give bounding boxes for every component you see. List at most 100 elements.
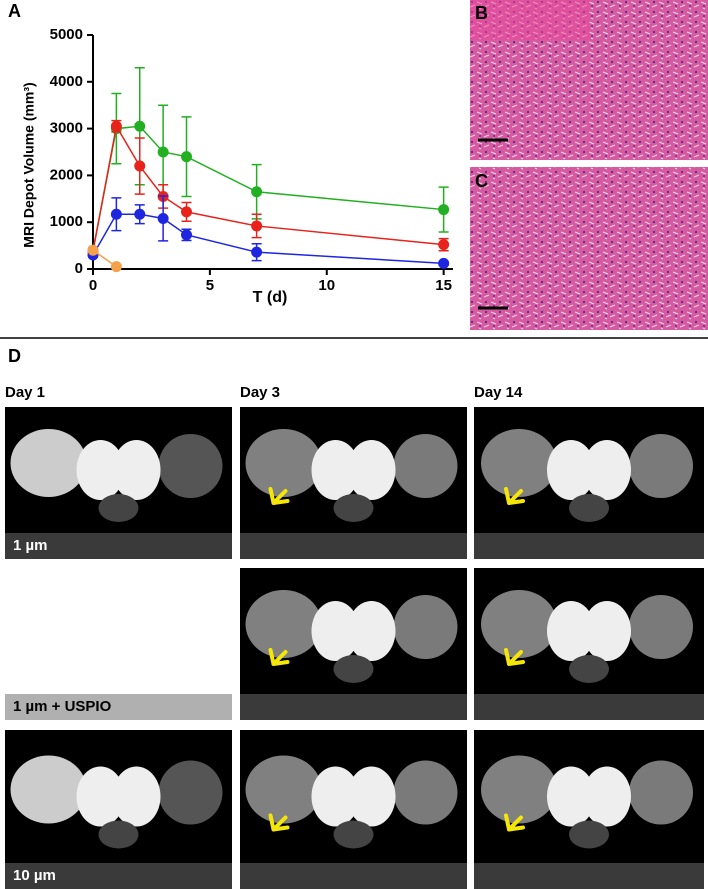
mri-body bbox=[76, 440, 125, 500]
mri-leg bbox=[629, 434, 693, 498]
mri-leg bbox=[245, 429, 322, 497]
yellow-arrow bbox=[504, 487, 525, 505]
label-bar bbox=[474, 694, 704, 720]
y-tick-label: 2000 bbox=[50, 166, 83, 183]
mri-body bbox=[347, 766, 396, 827]
yellow-arrow bbox=[268, 648, 290, 666]
y-tick-label: 0 bbox=[75, 260, 83, 277]
column-header: Day 3 bbox=[240, 384, 280, 401]
y-tick-label: 3000 bbox=[50, 120, 83, 137]
mri-leg bbox=[481, 429, 557, 497]
data-point bbox=[157, 146, 169, 158]
mri-leg bbox=[393, 760, 458, 825]
panel-label: C bbox=[475, 171, 488, 191]
label-bar bbox=[474, 533, 704, 559]
data-point bbox=[438, 257, 450, 269]
mri-spine bbox=[333, 655, 374, 683]
mri-body bbox=[583, 440, 631, 500]
mri-body bbox=[311, 601, 360, 661]
mri-spine bbox=[333, 494, 374, 522]
mri-leg bbox=[245, 755, 322, 824]
column-header: Day 14 bbox=[474, 384, 523, 401]
x-tick-label: 5 bbox=[206, 277, 214, 294]
mri-body bbox=[583, 766, 631, 827]
data-point bbox=[110, 120, 122, 132]
mri-leg bbox=[393, 434, 458, 498]
label-bar bbox=[240, 533, 467, 559]
mri-body bbox=[547, 440, 595, 500]
label-bar bbox=[5, 694, 232, 720]
mri-body bbox=[311, 440, 360, 500]
mri-body bbox=[583, 601, 631, 661]
mri-leg bbox=[245, 590, 322, 658]
panel-label: B bbox=[475, 3, 488, 23]
x-axis-label: T (d) bbox=[253, 289, 288, 306]
mri-leg bbox=[629, 595, 693, 659]
mri-body bbox=[112, 440, 161, 500]
row-label: 10 µm bbox=[13, 867, 56, 884]
mri-spine bbox=[569, 820, 609, 849]
yellow-arrow bbox=[504, 813, 525, 832]
mri-spine bbox=[98, 820, 139, 849]
data-point bbox=[181, 229, 193, 241]
panel-label: A bbox=[8, 1, 21, 21]
data-point bbox=[181, 206, 193, 218]
data-point bbox=[134, 120, 146, 132]
histology-region bbox=[470, 0, 590, 40]
label-bar bbox=[240, 863, 467, 889]
mri-body bbox=[347, 601, 396, 661]
y-tick-label: 5000 bbox=[50, 26, 83, 43]
data-point bbox=[181, 151, 193, 163]
mri-body bbox=[547, 601, 595, 661]
yellow-arrow bbox=[268, 487, 290, 505]
data-point bbox=[157, 212, 169, 224]
mri-leg bbox=[158, 760, 223, 825]
data-point bbox=[134, 208, 146, 220]
data-point bbox=[438, 239, 450, 251]
panel-label: D bbox=[8, 346, 21, 366]
x-tick-label: 10 bbox=[318, 277, 335, 294]
data-point bbox=[110, 261, 122, 273]
mri-body bbox=[347, 440, 396, 500]
x-tick-label: 15 bbox=[435, 277, 452, 294]
mri-leg bbox=[10, 755, 87, 824]
histology-image bbox=[470, 167, 708, 330]
mri-body bbox=[76, 766, 125, 827]
y-tick-label: 4000 bbox=[50, 73, 83, 90]
mri-spine bbox=[569, 494, 609, 522]
yellow-arrow bbox=[268, 813, 290, 832]
mri-spine bbox=[333, 820, 374, 849]
data-point bbox=[251, 220, 263, 232]
label-bar bbox=[5, 863, 232, 889]
data-point bbox=[438, 204, 450, 216]
row-label: 1 µm + USPIO bbox=[13, 698, 112, 715]
data-point bbox=[251, 246, 263, 258]
y-axis-label: MRI Depot Volume (mm³) bbox=[21, 82, 37, 247]
data-point bbox=[251, 186, 263, 198]
label-bar bbox=[240, 694, 467, 720]
label-bar bbox=[5, 533, 232, 559]
mri-leg bbox=[158, 434, 223, 498]
y-tick-label: 1000 bbox=[50, 213, 83, 230]
x-tick-label: 0 bbox=[89, 277, 97, 294]
mri-body bbox=[311, 766, 360, 827]
mri-leg bbox=[393, 595, 458, 659]
mri-spine bbox=[98, 494, 139, 522]
series-line bbox=[92, 124, 444, 252]
yellow-arrow bbox=[504, 648, 525, 666]
mri-body bbox=[112, 766, 161, 827]
mri-leg bbox=[629, 760, 693, 825]
data-point bbox=[87, 244, 99, 256]
row-label: 1 µm bbox=[13, 537, 48, 554]
label-bar bbox=[474, 863, 704, 889]
data-point bbox=[134, 160, 146, 172]
mri-leg bbox=[481, 755, 557, 824]
mri-spine bbox=[569, 655, 609, 683]
mri-leg bbox=[481, 590, 557, 658]
mri-body bbox=[547, 766, 595, 827]
data-point bbox=[110, 208, 122, 220]
mri-leg bbox=[10, 429, 87, 497]
column-header: Day 1 bbox=[5, 384, 45, 401]
series-line bbox=[92, 125, 444, 251]
